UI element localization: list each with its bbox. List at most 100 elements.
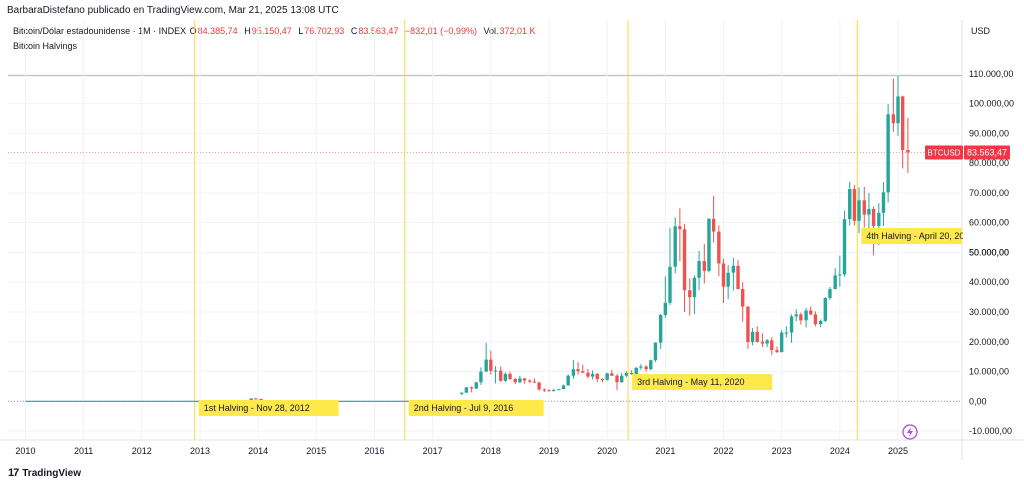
- candle-up: [249, 398, 253, 401]
- price-tick-label: 110.000,00: [969, 69, 1013, 79]
- candle-up: [877, 212, 881, 226]
- candle-down: [595, 373, 599, 379]
- candle-up: [605, 373, 609, 380]
- time-tick-label: 2024: [830, 446, 850, 456]
- candle-up: [479, 371, 483, 383]
- candle-down: [259, 399, 263, 401]
- candle-up: [779, 332, 784, 353]
- candle-up: [620, 375, 624, 383]
- time-tick-label: 2025: [888, 446, 908, 456]
- candle-down: [871, 208, 876, 226]
- halving-annotation-box: [861, 228, 962, 244]
- candle-down: [900, 96, 905, 151]
- price-tick-label: 20.000,00: [969, 337, 1009, 347]
- candle-up: [707, 218, 711, 271]
- candle-up: [668, 266, 672, 303]
- candle-down: [688, 290, 692, 298]
- candle-down: [736, 265, 740, 290]
- candle-down: [600, 378, 605, 380]
- indicator-name[interactable]: Bitcoin Halvings: [13, 41, 78, 51]
- price-tick-label: 40.000,00: [969, 277, 1009, 287]
- time-tick-label: 2013: [190, 446, 210, 456]
- candle-down: [586, 372, 590, 377]
- candle-up: [886, 114, 890, 193]
- candle-down: [469, 387, 474, 389]
- time-tick-label: 2016: [364, 446, 384, 456]
- candle-up: [794, 314, 798, 317]
- halving-lines: [194, 20, 858, 440]
- candle-down: [809, 310, 813, 315]
- candle-up: [474, 382, 478, 389]
- candle-down: [581, 371, 585, 373]
- candle-up: [561, 385, 566, 390]
- candle-up: [731, 265, 736, 273]
- halving-annotation-box: [408, 400, 544, 416]
- candle-up: [566, 375, 570, 386]
- candle-up: [551, 389, 556, 392]
- halving-annotations: 1st Halving - Nov 28, 2012 2nd Halving - …: [198, 226, 1023, 416]
- candle-up: [484, 359, 488, 372]
- time-tick-label: 2022: [713, 446, 733, 456]
- annotation-mask: [963, 226, 1023, 246]
- high-label: H: [244, 26, 251, 36]
- brand-name: TradingView: [22, 467, 81, 479]
- candle-down: [508, 373, 512, 379]
- halving-annotation-label: 2nd Halving - Jul 9, 2016: [414, 403, 514, 413]
- candle-down: [760, 341, 765, 344]
- current-price-tag: BTCUSD 83.563,47: [925, 145, 1010, 160]
- price-tag-box: [964, 145, 1010, 160]
- open-value: 84.385,74: [197, 26, 238, 36]
- price-tick-label: 100.000,00: [969, 99, 1014, 109]
- time-tick-label: 2011: [74, 446, 93, 456]
- candle-up: [750, 331, 755, 343]
- time-tick-label: 2023: [772, 446, 792, 456]
- price-tick-label: 80.000,00: [969, 158, 1009, 168]
- candle-down: [775, 350, 779, 353]
- close-value: 83.563,47: [358, 26, 399, 36]
- tradingview-footer[interactable]: 17 TradingView: [8, 467, 81, 479]
- candle-down: [770, 340, 774, 351]
- price-tick-label: 70.000,00: [969, 188, 1009, 198]
- time-tick-label: 2015: [306, 446, 326, 456]
- symbol-tag-box: [925, 145, 963, 160]
- high-value: 95.150,47: [251, 26, 292, 36]
- price-tick-label: 50.000,00: [969, 247, 1009, 257]
- candle-down: [547, 390, 551, 392]
- candle-up: [765, 340, 769, 344]
- candle-down: [499, 370, 503, 381]
- price-tick-label: 50.000,00: [969, 247, 1009, 257]
- candle-up: [590, 373, 595, 377]
- currency-label[interactable]: USD: [971, 26, 991, 36]
- candle-up: [557, 389, 561, 391]
- halving-annotation-box: [198, 400, 339, 416]
- candle-down: [537, 382, 541, 390]
- candle-up: [571, 369, 576, 376]
- price-axis[interactable]: -10.000,00 0,00 10.000,00 20.000,00 30.000,0…: [969, 69, 1014, 436]
- candle-down: [746, 306, 750, 343]
- candle-down: [711, 218, 716, 232]
- candle-down: [522, 378, 527, 381]
- candle-up: [673, 226, 677, 267]
- time-tick-label: 2017: [423, 446, 443, 456]
- candle-up: [848, 189, 852, 220]
- candle-up: [784, 332, 789, 334]
- candle-up: [697, 261, 701, 278]
- volume-value: 372,01 K: [499, 26, 536, 36]
- candle-down: [891, 114, 896, 124]
- candle-down: [906, 150, 910, 153]
- candle-down: [755, 331, 759, 342]
- price-tick-label: 0,00: [969, 396, 987, 406]
- price-tick-label: 90.000,00: [969, 128, 1009, 138]
- symbol-name: Bitcoin/Dólar estadounidense · 1M · INDE…: [13, 26, 187, 36]
- low-label: L: [298, 26, 304, 36]
- time-axis[interactable]: 2010 2011 2012 2013 2014 2015 2016 2017 2018 2019…: [15, 446, 908, 456]
- candle-up: [653, 342, 658, 361]
- candle-down: [542, 389, 547, 391]
- halving-annotation-box: [632, 374, 773, 390]
- candle-up: [867, 208, 871, 215]
- lightning-icon[interactable]: [902, 424, 918, 440]
- candle-down: [610, 373, 614, 376]
- candle-down: [629, 373, 634, 375]
- candle-down: [489, 359, 493, 371]
